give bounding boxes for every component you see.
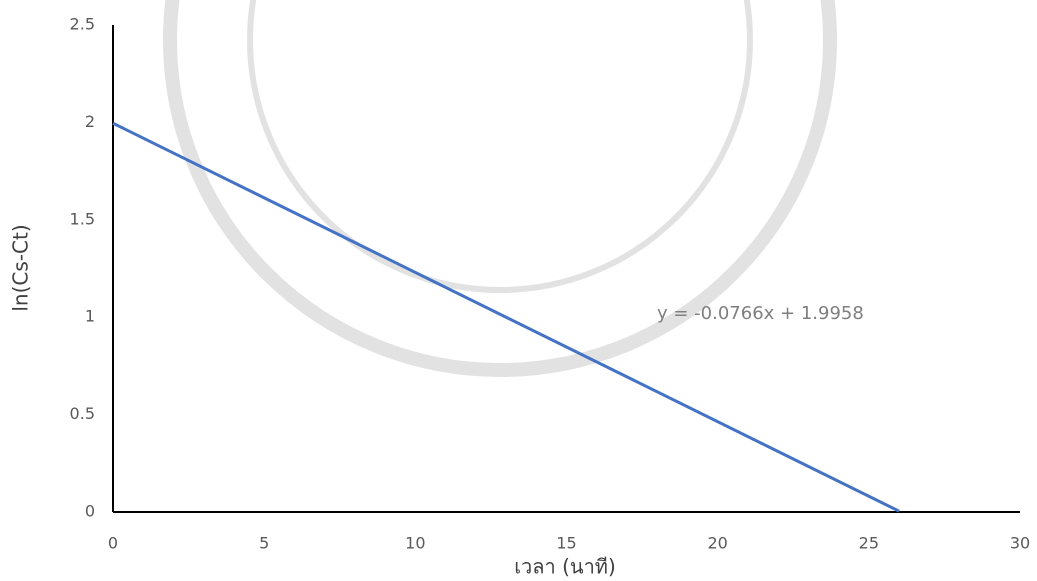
x-tick-label: 15: [556, 534, 576, 553]
x-tick-label: 30: [1010, 534, 1030, 553]
series-line: [112, 121, 900, 513]
x-tick-label: 0: [108, 534, 118, 553]
y-axis-title: ln(Cs-Ct): [9, 224, 33, 311]
y-tick-label: 2.5: [70, 15, 95, 34]
watermark-ring: [163, 0, 837, 377]
watermark-ring-inner: [247, 0, 753, 293]
y-tick-label: 1.5: [70, 209, 95, 228]
y-tick-label: 2: [85, 112, 95, 131]
x-tick-label: 10: [405, 534, 425, 553]
x-tick-label: 5: [259, 534, 269, 553]
x-tick-label: 20: [707, 534, 727, 553]
y-tick-label: 1: [85, 307, 95, 326]
x-axis-title: เวลา (นาที): [514, 555, 616, 579]
trendline-equation: y = -0.0766x + 1.9958: [657, 303, 864, 324]
watermark: [163, 0, 837, 377]
x-tick-label: 25: [859, 534, 879, 553]
y-tick-label: 0.5: [70, 404, 95, 423]
y-tick-label: 0: [85, 502, 95, 521]
